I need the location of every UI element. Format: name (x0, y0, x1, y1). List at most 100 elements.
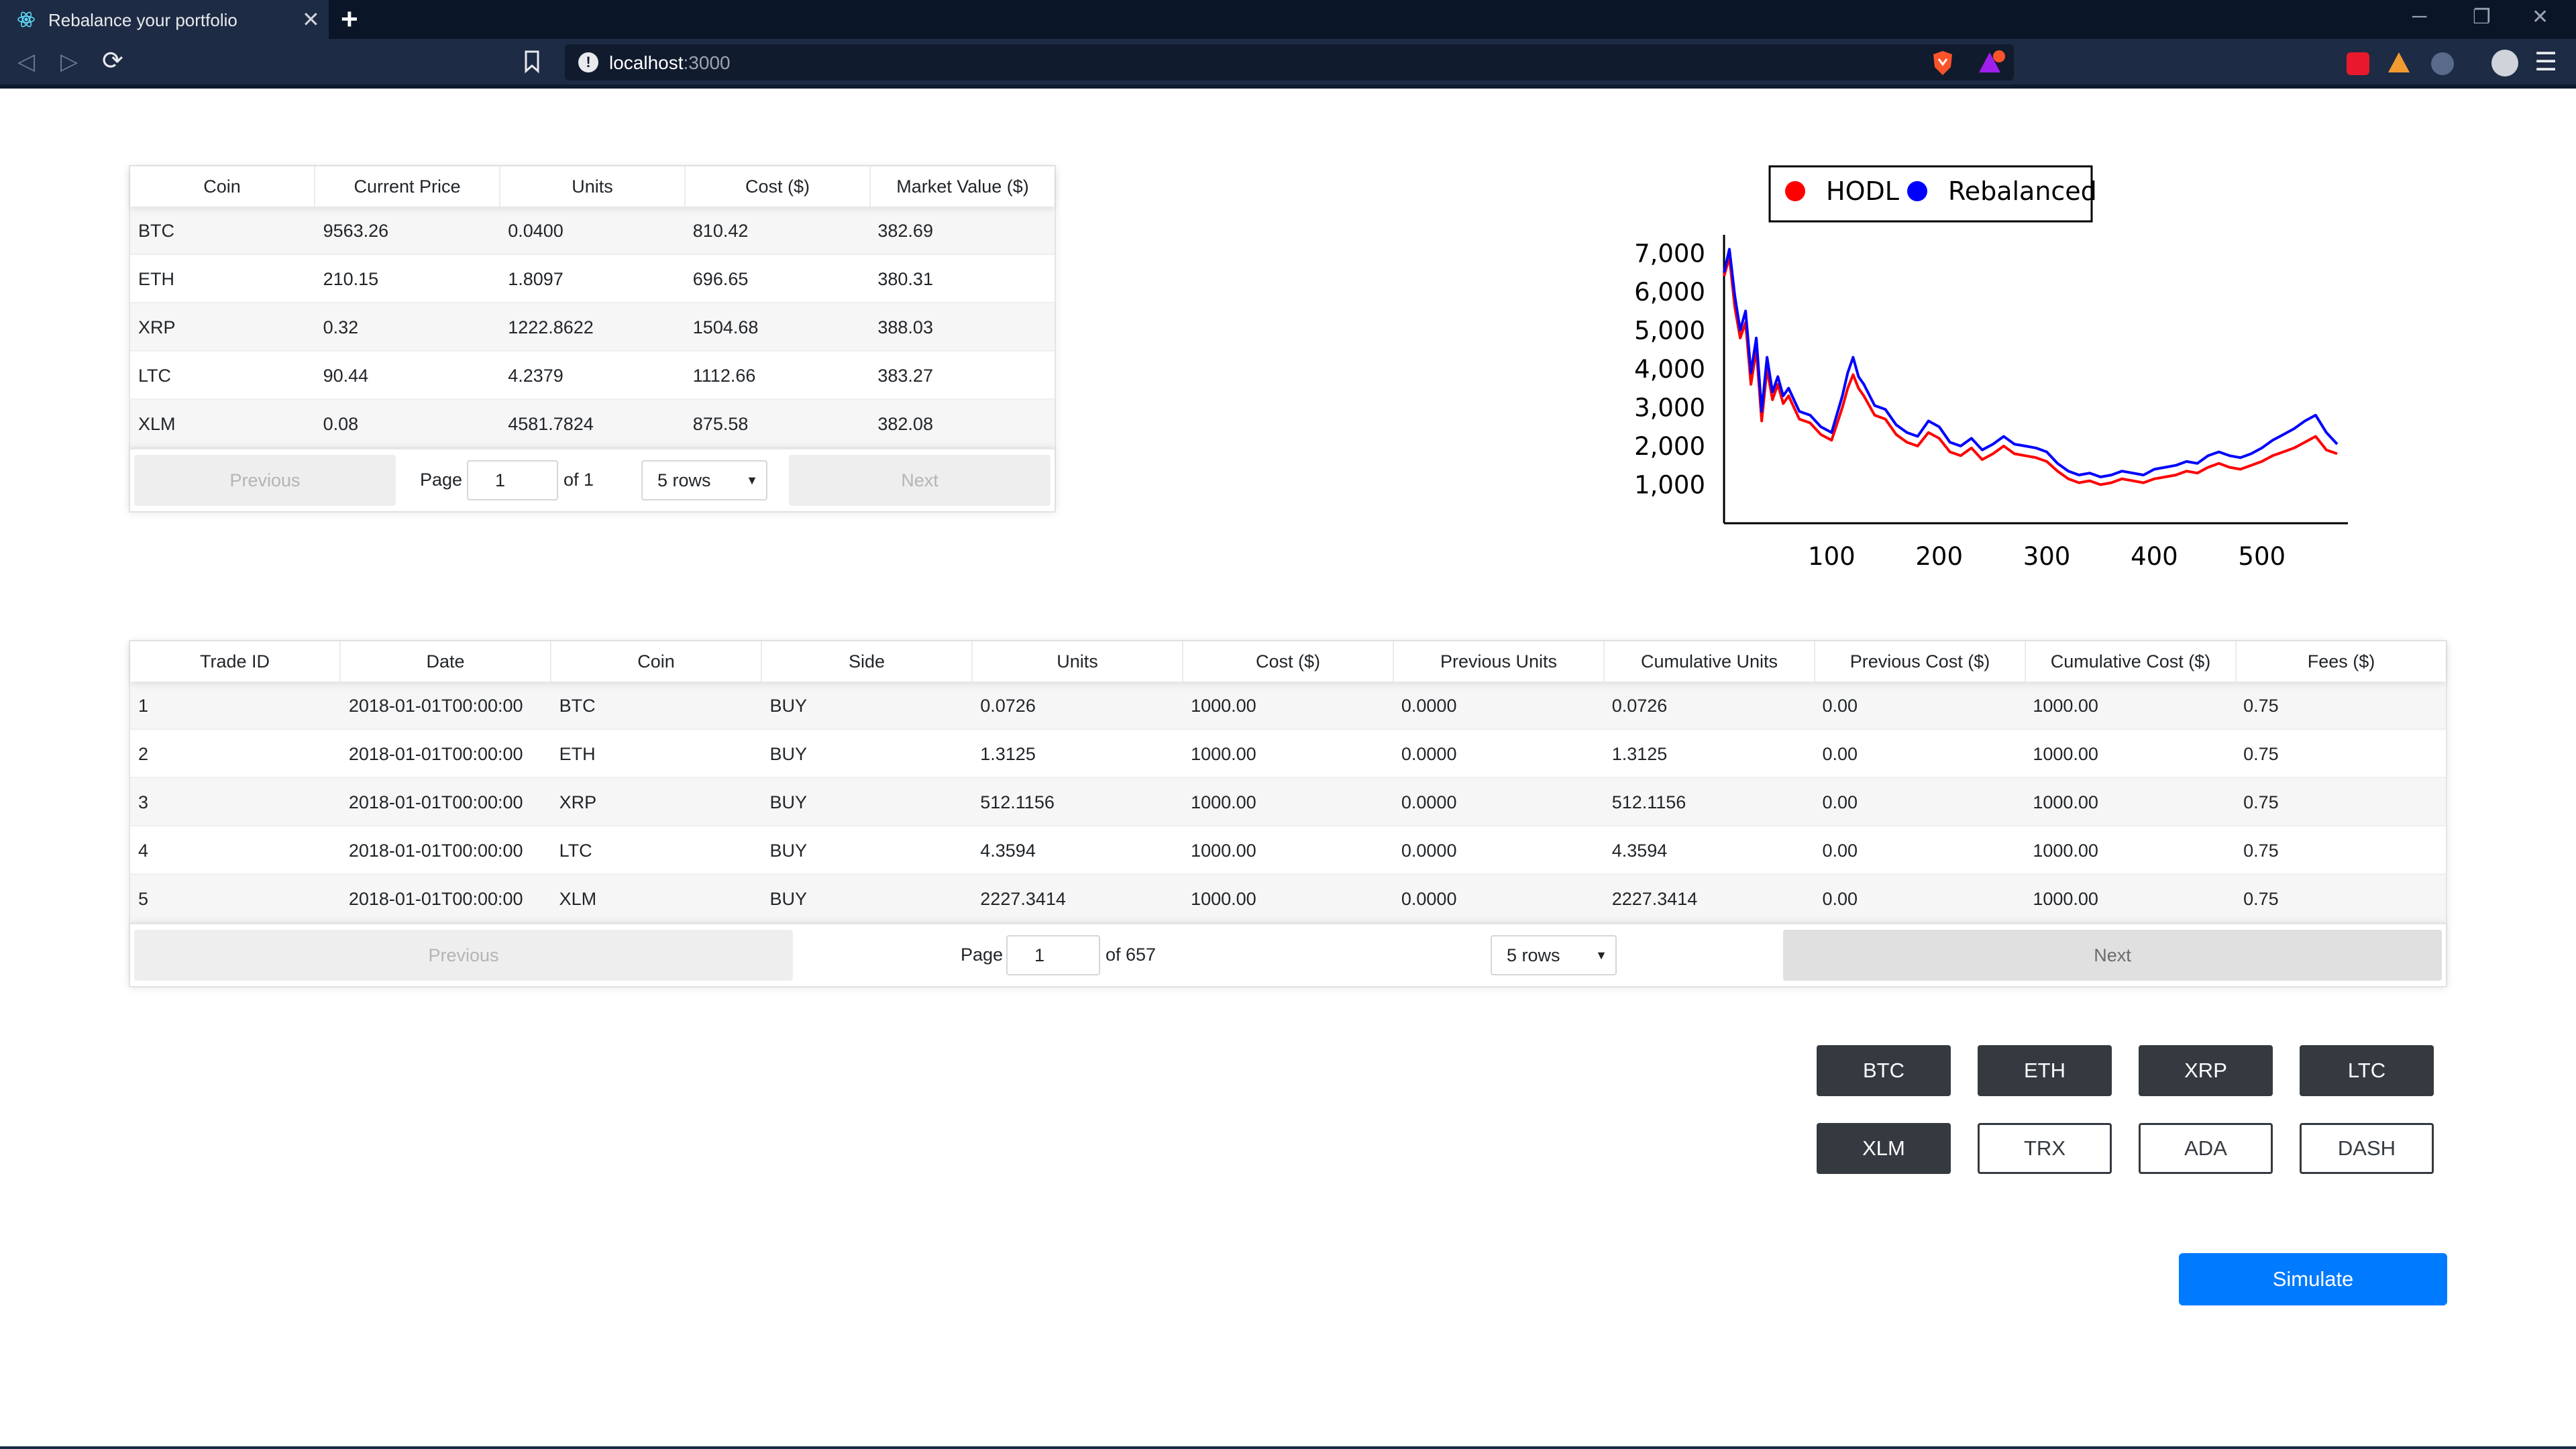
table-cell: 1.8097 (508, 269, 564, 289)
rows-per-page-select[interactable]: 5 rows ▼ (1491, 935, 1617, 975)
extension-2-icon[interactable] (2431, 52, 2454, 75)
legend-hodl-label: HODL (1826, 176, 1899, 206)
coin-toggle-xlm[interactable]: XLM (1817, 1123, 1951, 1174)
metamask-icon[interactable] (2388, 52, 2410, 72)
react-favicon-icon (17, 11, 35, 28)
table-cell: 1000.00 (1191, 889, 1256, 909)
table-cell: 0.08 (323, 414, 359, 434)
table-cell: 90.44 (323, 366, 369, 386)
column-header[interactable]: Cumulative Units (1605, 641, 1815, 682)
trades-table: Trade ID Date Coin Side Units Cost ($) P… (129, 640, 2447, 987)
new-tab-icon[interactable]: + (341, 3, 358, 36)
legend-rebalanced-label: Rebalanced (1948, 176, 2097, 206)
address-bar[interactable]: ! localhost:3000 (565, 44, 2014, 80)
table-cell: 0.00 (1822, 744, 1858, 764)
column-header[interactable]: Side (762, 641, 973, 682)
extension-icon[interactable] (2347, 52, 2369, 75)
reload-icon[interactable]: ⟳ (102, 47, 123, 75)
table-header: Trade ID Date Coin Side Units Cost ($) P… (130, 641, 2446, 682)
table-cell: 0.0000 (1401, 696, 1457, 716)
coin-toggle-trx[interactable]: TRX (1978, 1123, 2112, 1174)
page-number-input[interactable]: 1 (1006, 935, 1100, 975)
column-header[interactable]: Fees ($) (2307, 651, 2375, 672)
table-cell: 3 (138, 792, 149, 812)
chevron-down-icon: ▼ (1595, 949, 1607, 962)
table-cell: XLM (138, 414, 176, 434)
table-cell: 1000.00 (2033, 792, 2098, 812)
x-tick-label: 500 (2238, 542, 2286, 571)
back-icon[interactable]: ◁ (17, 49, 36, 74)
column-header[interactable]: Previous Cost ($) (1815, 641, 2026, 682)
table-cell: BUY (769, 696, 807, 716)
page-label: Page (420, 470, 463, 490)
brave-shields-icon[interactable] (1931, 50, 1955, 76)
pagination: Previous Page 1 of 657 5 rows ▼ Next (130, 923, 2446, 986)
coin-toggle-ada[interactable]: ADA (2139, 1123, 2273, 1174)
table-cell: 0.00 (1822, 889, 1858, 909)
next-page-button[interactable]: Next (1783, 930, 2442, 981)
table-cell: 210.15 (323, 269, 379, 289)
coin-toggle-eth[interactable]: ETH (1978, 1045, 2112, 1096)
table-cell: XRP (559, 792, 597, 812)
column-header[interactable]: Previous Units (1394, 641, 1605, 682)
table-cell: 0.75 (2243, 696, 2279, 716)
table-cell: 0.0400 (508, 221, 564, 241)
bookmark-icon[interactable] (523, 50, 541, 74)
coin-toggle-dash[interactable]: DASH (2300, 1123, 2434, 1174)
column-header[interactable]: Units (500, 166, 686, 207)
table-cell: BUY (769, 889, 807, 909)
y-tick-label: 5,000 (1634, 316, 1705, 345)
page-number-input[interactable]: 1 (467, 460, 558, 500)
table-cell: 0.0000 (1401, 889, 1457, 909)
close-tab-icon[interactable]: ✕ (302, 7, 320, 32)
coin-toggle-btc[interactable]: BTC (1817, 1045, 1951, 1096)
table-cell: 0.00 (1822, 841, 1858, 861)
minimize-icon[interactable]: ─ (2412, 5, 2427, 28)
profile-avatar-icon[interactable] (2491, 50, 2518, 76)
table-cell: 2018-01-01T00:00:00 (348, 889, 523, 909)
brave-rewards-icon[interactable] (1978, 50, 2007, 76)
previous-page-button[interactable]: Previous (134, 455, 396, 506)
table-cell: 2018-01-01T00:00:00 (348, 792, 523, 812)
page-count-label: of 1 (564, 470, 594, 490)
table-row: BTC 9563.26 0.0400 810.42 382.69 (130, 207, 1055, 255)
table-cell: 1112.66 (692, 366, 756, 386)
chevron-down-icon: ▼ (746, 474, 758, 487)
column-header[interactable]: Coin (551, 641, 762, 682)
table-cell: 512.1156 (1611, 792, 1686, 812)
column-header[interactable]: Cumulative Cost ($) (2026, 641, 2237, 682)
table-cell: BUY (769, 792, 807, 812)
column-header[interactable]: Units (973, 641, 1183, 682)
table-cell: LTC (559, 841, 592, 861)
coin-toggle-ltc[interactable]: LTC (2300, 1045, 2434, 1096)
column-header[interactable]: Current Price (315, 166, 500, 207)
browser-tab[interactable]: Rebalance your portfolio ✕ (0, 0, 329, 39)
site-info-icon[interactable]: ! (578, 52, 598, 72)
column-header[interactable]: Coin (130, 166, 315, 207)
table-cell: 382.69 (877, 221, 933, 241)
table-cell: 0.75 (2243, 889, 2279, 909)
chart-plot-area: 1,000 2,000 3,000 4,000 5,000 6,000 7,000 100 20… (1634, 235, 2348, 571)
table-cell: 4.3594 (980, 841, 1036, 861)
coin-toggle-xrp[interactable]: XRP (2139, 1045, 2273, 1096)
column-header[interactable]: Date (341, 641, 551, 682)
window-close-icon[interactable]: ✕ (2532, 6, 2549, 28)
table-header: Coin Current Price Units Cost ($) Market… (130, 166, 1055, 207)
column-header[interactable]: Cost ($) (686, 166, 871, 207)
column-header[interactable]: Trade ID (130, 641, 341, 682)
table-cell: 2018-01-01T00:00:00 (348, 841, 523, 861)
table-cell: 4 (138, 841, 149, 861)
forward-icon[interactable]: ▷ (60, 49, 78, 74)
table-cell: BTC (138, 221, 174, 241)
menu-icon[interactable]: ☰ (2534, 48, 2558, 76)
table-cell: 0.0000 (1401, 841, 1457, 861)
previous-page-button[interactable]: Previous (134, 930, 793, 981)
table-cell: 1222.8622 (508, 317, 594, 337)
column-header[interactable]: Cost ($) (1183, 641, 1394, 682)
column-header[interactable]: Market Value ($) (896, 176, 1029, 197)
rows-per-page-select[interactable]: 5 rows ▼ (641, 460, 767, 500)
simulate-button[interactable]: Simulate (2179, 1253, 2447, 1305)
table-row: LTC 90.44 4.2379 1112.66 383.27 (130, 352, 1055, 400)
next-page-button[interactable]: Next (789, 455, 1051, 506)
restore-icon[interactable]: ❐ (2473, 6, 2491, 28)
